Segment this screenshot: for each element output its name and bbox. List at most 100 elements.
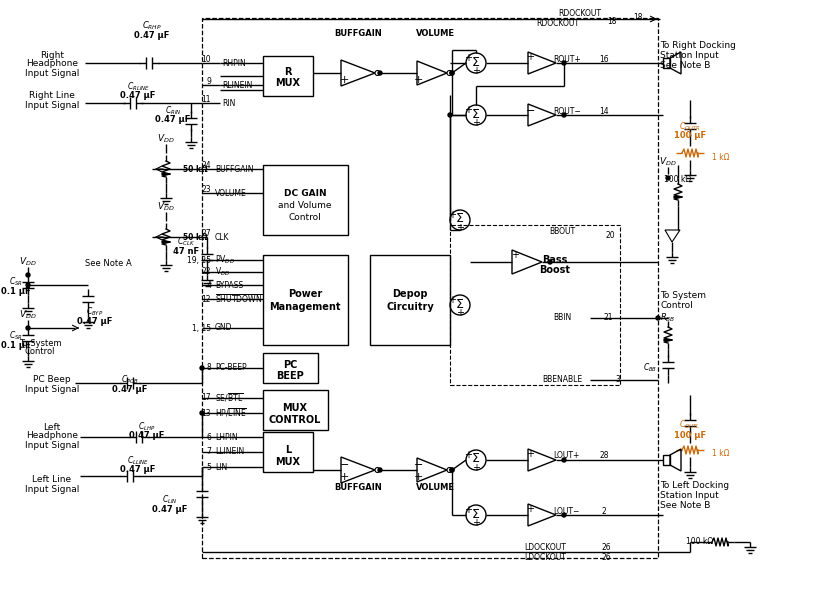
Bar [202, 18, 658, 558]
Text: $C_{RLINE}$: $C_{RLINE}$ [127, 81, 150, 93]
Text: RIN: RIN [222, 99, 236, 107]
Circle shape [26, 326, 30, 330]
Text: 26: 26 [601, 542, 611, 552]
Text: 3: 3 [615, 375, 620, 385]
Text: $C_{BB}$: $C_{BB}$ [643, 362, 657, 374]
Text: 0.47 µF: 0.47 µF [120, 91, 155, 100]
Text: Control: Control [24, 348, 55, 356]
Text: Input Signal: Input Signal [25, 385, 79, 394]
Circle shape [656, 316, 660, 320]
Text: HP/$\overline{\mathrm{LINE}}$: HP/$\overline{\mathrm{LINE}}$ [215, 407, 247, 419]
Bar [263, 353, 318, 383]
Text: $C_{CLK}$: $C_{CLK}$ [177, 236, 195, 248]
Text: Station Input: Station Input [660, 490, 719, 500]
Text: LDOCKOUT: LDOCKOUT [524, 552, 566, 562]
Text: Headphone: Headphone [26, 60, 78, 68]
Text: 50 kΩ: 50 kΩ [183, 232, 207, 241]
Text: +: + [526, 504, 534, 514]
Text: 0.1 µF: 0.1 µF [1, 287, 31, 297]
Text: 0.1 µF: 0.1 µF [1, 342, 31, 350]
Text: +: + [448, 210, 456, 220]
Text: 9: 9 [207, 77, 211, 87]
Text: See Note B: See Note B [660, 61, 711, 70]
Text: $\Sigma$: $\Sigma$ [472, 453, 480, 466]
Text: 47 nF: 47 nF [173, 247, 199, 255]
Text: Input Signal: Input Signal [25, 441, 79, 450]
Text: R: R [285, 67, 292, 77]
Text: +: + [464, 505, 472, 515]
Text: $-$: $-$ [525, 104, 535, 114]
Text: +: + [464, 105, 472, 115]
Text: $C_{LLINE}$: $C_{LLINE}$ [127, 455, 149, 467]
Text: To System: To System [660, 290, 706, 300]
Text: $C_{SR}$: $C_{SR}$ [9, 330, 23, 342]
Text: BUFFGAIN: BUFFGAIN [334, 28, 382, 38]
Text: To System: To System [19, 339, 61, 348]
Text: +: + [464, 53, 472, 63]
Text: $\overline{\mathrm{SHUTDOWN}}$: $\overline{\mathrm{SHUTDOWN}}$ [215, 293, 263, 305]
Text: Circuitry: Circuitry [386, 302, 434, 312]
Text: To Left Docking: To Left Docking [660, 480, 729, 490]
Circle shape [200, 411, 204, 415]
Text: 28: 28 [599, 451, 609, 461]
Circle shape [450, 468, 454, 472]
Text: Management: Management [269, 302, 341, 312]
Text: Depop: Depop [392, 289, 428, 299]
Text: $C_{RHP}$: $C_{RHP}$ [142, 19, 162, 32]
Text: $C_{LHP}$: $C_{LHP}$ [138, 421, 156, 433]
Text: +: + [472, 463, 480, 473]
Text: 0.47 µF: 0.47 µF [120, 466, 155, 474]
Text: BBOUT: BBOUT [549, 228, 575, 237]
Text: RHPIN: RHPIN [222, 58, 246, 67]
Text: 2: 2 [602, 506, 606, 516]
Text: VOLUME: VOLUME [215, 188, 247, 198]
Circle shape [26, 273, 30, 277]
Text: Right Line: Right Line [29, 91, 75, 100]
Text: $C_{OUTL}$: $C_{OUTL}$ [680, 419, 701, 431]
Text: See Note B: See Note B [660, 500, 711, 510]
Text: and Volume: and Volume [278, 202, 332, 211]
Text: BUFFGAIN: BUFFGAIN [334, 483, 382, 493]
Circle shape [548, 260, 552, 264]
Text: $V_{DD}$: $V_{DD}$ [157, 201, 175, 213]
Text: +: + [339, 472, 349, 482]
Text: Input Signal: Input Signal [25, 100, 79, 110]
Text: +: + [511, 250, 519, 260]
Text: 1 kΩ: 1 kΩ [712, 450, 729, 458]
Text: PC Beep: PC Beep [33, 375, 71, 385]
Bar [663, 455, 670, 465]
Text: 16: 16 [599, 54, 609, 64]
Text: DC GAIN: DC GAIN [284, 188, 326, 198]
Text: 1 kΩ: 1 kΩ [712, 152, 729, 162]
Text: CONTROL: CONTROL [269, 415, 321, 425]
Text: Left Line: Left Line [33, 476, 72, 484]
Text: LIN: LIN [215, 463, 228, 471]
Text: 6: 6 [207, 432, 211, 441]
Text: GND: GND [215, 323, 233, 333]
Text: BBENABLE: BBENABLE [542, 375, 582, 385]
Text: 22: 22 [202, 267, 211, 277]
Circle shape [26, 283, 30, 287]
Text: 100 kΩ: 100 kΩ [686, 537, 714, 546]
Circle shape [378, 468, 382, 472]
Bar [663, 58, 670, 68]
Text: 8: 8 [207, 363, 211, 372]
Text: 100 µF: 100 µF [674, 431, 706, 440]
Circle shape [450, 71, 454, 75]
Text: 24: 24 [202, 162, 211, 171]
Text: +: + [464, 450, 472, 460]
Text: $V_{DD}$: $V_{DD}$ [20, 309, 37, 321]
Text: Boost: Boost [540, 265, 571, 275]
Text: SE/$\overline{\mathrm{BTL}}$: SE/$\overline{\mathrm{BTL}}$ [215, 392, 243, 405]
Bar [263, 56, 313, 96]
Text: BEEP: BEEP [276, 371, 304, 381]
Text: Headphone: Headphone [26, 431, 78, 441]
Text: 21: 21 [603, 313, 613, 323]
Text: 17: 17 [202, 394, 211, 402]
Text: Right: Right [40, 51, 64, 60]
Text: $V_{DD}$: $V_{DD}$ [659, 156, 676, 168]
Text: $V_{DD}$: $V_{DD}$ [157, 133, 175, 145]
Text: +: + [448, 295, 456, 305]
Text: See Note A: See Note A [85, 260, 132, 268]
Text: 13: 13 [202, 408, 211, 418]
